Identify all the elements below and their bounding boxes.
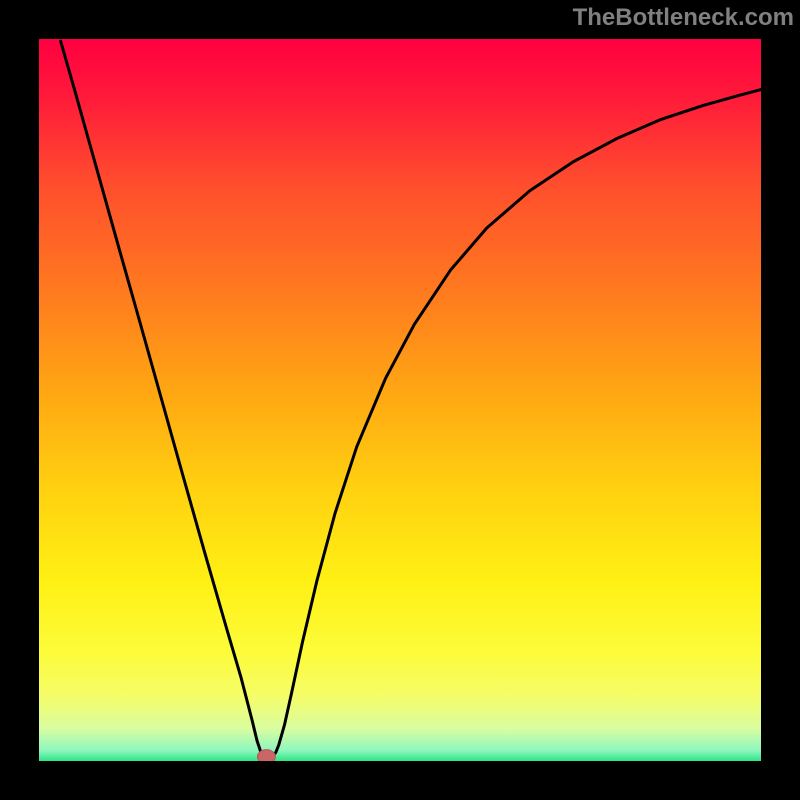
chart-canvas: TheBottleneck.com bbox=[0, 0, 800, 800]
plot-area bbox=[39, 39, 761, 761]
minimum-marker bbox=[257, 750, 275, 761]
chart-svg bbox=[39, 39, 761, 761]
gradient-background bbox=[39, 39, 761, 761]
watermark-text: TheBottleneck.com bbox=[573, 4, 794, 32]
